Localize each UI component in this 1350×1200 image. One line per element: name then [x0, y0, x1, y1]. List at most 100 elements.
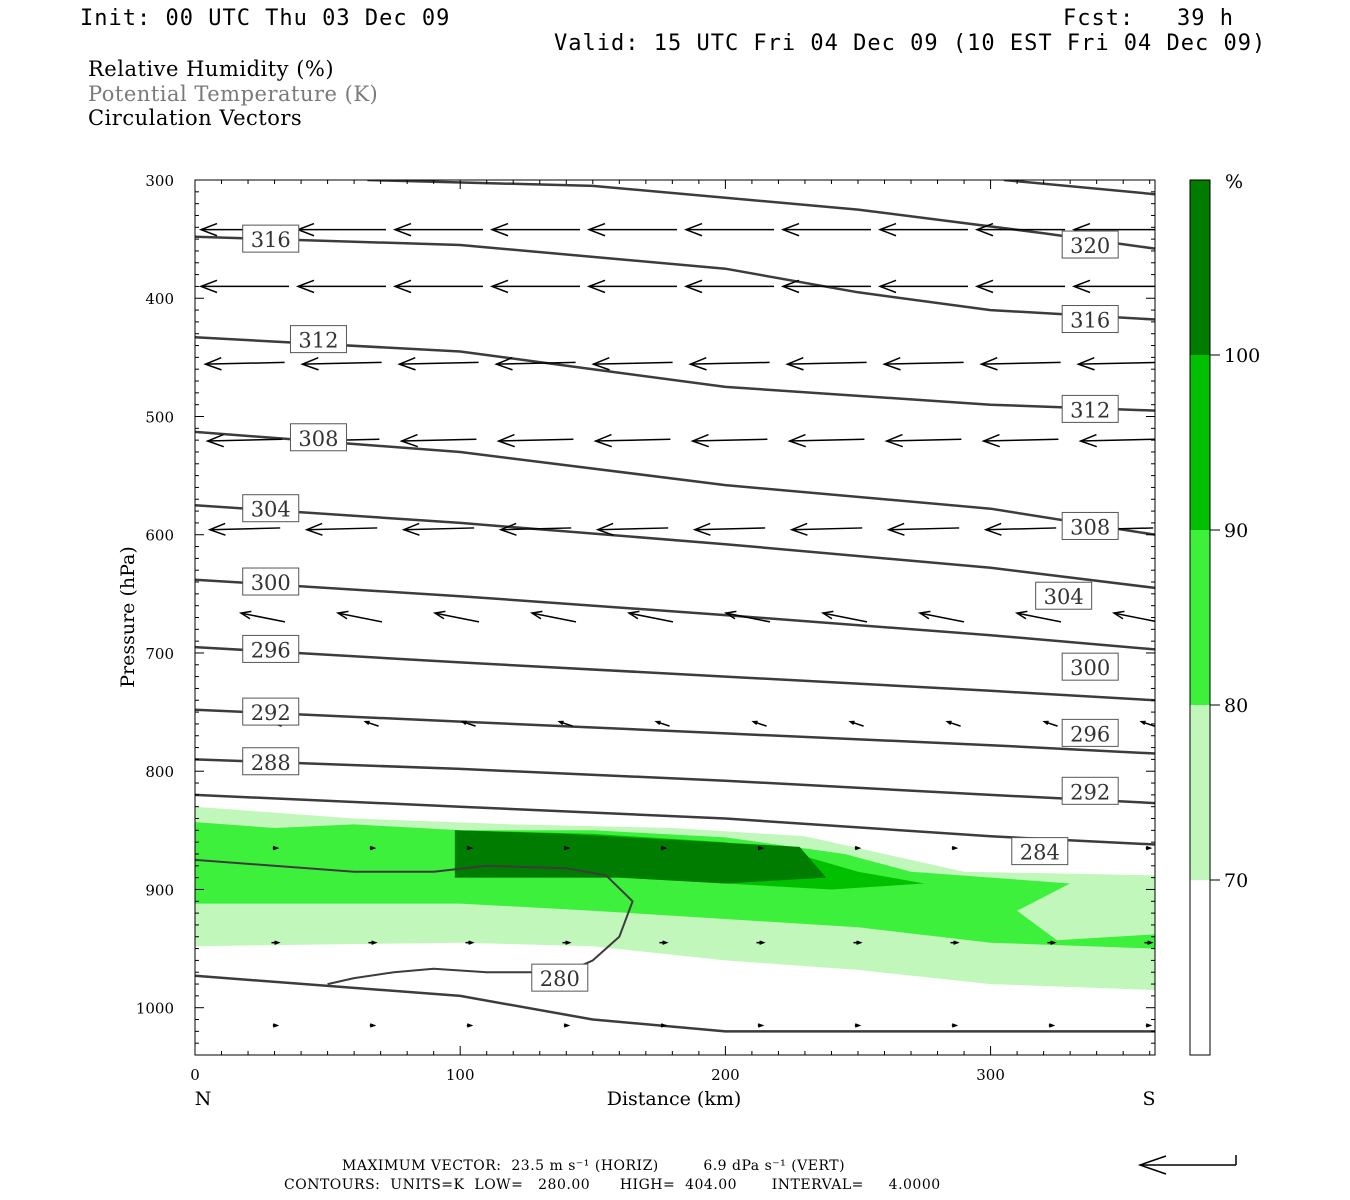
vector-r5-c6-head [820, 610, 834, 620]
theta-label-box [1061, 718, 1119, 747]
theta-label-box [242, 224, 300, 253]
vector-r4-c4 [597, 527, 669, 531]
vector-r5-c5-head [723, 610, 737, 620]
theta-label-box [531, 963, 589, 992]
vector-r6-c4 [656, 721, 670, 727]
vector-r3-c7-head [884, 433, 903, 448]
vector-r9-c9-head [1145, 1023, 1153, 1028]
colorbar-bin-100 [1190, 180, 1210, 355]
vector-r6-c4-head [654, 720, 661, 726]
valid-time: Valid: 15 UTC Fri 04 Dec 09 (10 EST Fri … [554, 31, 1267, 56]
colorbar-bin-90 [1190, 355, 1210, 530]
theta-label-box [1061, 776, 1119, 805]
vector-r7-c7-head [951, 845, 959, 851]
vector-r2-c3 [496, 361, 576, 365]
vector-r6-c1-head [363, 720, 370, 726]
theta-label: 304 [1044, 585, 1084, 609]
vector-r8-c3-head [565, 940, 572, 945]
vector-r9-c3-head [563, 1023, 571, 1028]
vector-r5-c3 [531, 612, 577, 623]
vector-r1-c9-head [1071, 279, 1091, 294]
vector-r7-c5-head [757, 845, 765, 851]
vector-r2-c6-head [785, 357, 804, 371]
vector-r0-c7-head [877, 222, 897, 237]
theta-label: 296 [251, 638, 291, 662]
colorbar-frame [1189, 179, 1211, 1056]
vector-r5-c4 [628, 612, 674, 623]
vector-r6-c2 [462, 721, 476, 727]
vector-r3-c4 [595, 438, 671, 442]
vector-r6-c8-head [1042, 720, 1049, 726]
vector-r5-c8-head [1014, 610, 1028, 620]
vector-r6-c5 [753, 721, 767, 727]
field-theta-title: Potential Temperature (K) [88, 82, 379, 106]
colorbar-bin-below [1190, 880, 1210, 1055]
vector-r4-c7-head [886, 522, 905, 536]
rh-region-80 [195, 822, 1155, 949]
vector-r4-c5 [694, 527, 766, 531]
theta-label: 304 [251, 498, 291, 522]
vector-r2-c4-head [591, 357, 610, 371]
vector-r3-c0-head [205, 433, 224, 448]
circulation-vector-layer [198, 222, 1155, 1028]
x-axis-title: Distance (km) [607, 1088, 742, 1110]
vector-r9-c7-head [951, 1023, 959, 1028]
theta-label: 296 [1070, 722, 1110, 746]
theta-label: 308 [1070, 515, 1110, 539]
vector-r1-c1-head [295, 279, 315, 294]
vector-r7-c6-head [854, 845, 862, 851]
y-axis-title: Pressure (hPa) [117, 546, 139, 688]
vector-r3-c3 [498, 438, 574, 442]
vector-r2-c1 [302, 361, 382, 365]
vector-r2-c7 [884, 361, 964, 365]
vector-r5-c3-head [529, 610, 543, 620]
vector-r5-c0 [240, 612, 286, 623]
vector-r2-c8-head [979, 357, 998, 371]
vector-r6-c8 [1044, 721, 1058, 727]
x-tick-label: 200 [711, 1066, 740, 1084]
theta-label-box [242, 494, 300, 523]
vector-r6-c3-head [557, 720, 564, 726]
vector-r4-c8 [985, 527, 1057, 531]
vector-r0-c5-head [683, 222, 703, 237]
reference-vector-icon [1137, 1155, 1237, 1175]
theta-label-box [289, 423, 347, 452]
field-rh-title: Relative Humidity (%) [88, 57, 335, 81]
vector-r4-c8-head [983, 522, 1002, 536]
theta-label-box [242, 634, 300, 663]
vector-r7-c3-head [563, 845, 571, 851]
vector-r2-c0-head [203, 357, 222, 371]
vector-r7-c2-head [466, 845, 474, 851]
vector-r7-c4-head [660, 845, 668, 851]
vector-r3-c5 [692, 438, 768, 442]
ref-vector-head [1137, 1155, 1167, 1175]
vector-r3-c9-head [1078, 433, 1097, 448]
vector-r8-c0-head [274, 940, 281, 945]
theta-label-box [289, 325, 347, 354]
colorbar-bin-70 [1190, 705, 1210, 880]
theta-label-box [1061, 652, 1119, 681]
vector-r8-c8-head [1050, 940, 1057, 945]
vector-r4-c1-head [304, 522, 323, 536]
vector-r3-c7 [886, 438, 962, 442]
theta-contour-280 [195, 974, 1155, 1033]
theta-label-box [242, 697, 300, 726]
vector-r2-c5-head [688, 357, 707, 371]
theta-contour-304 [195, 503, 1155, 590]
vector-r3-c3-head [496, 433, 515, 448]
x-left-end-label: N [195, 1088, 212, 1110]
theta-label-box [1061, 511, 1119, 540]
vector-r6-c6-head [848, 720, 855, 726]
theta-contour-296 [195, 645, 1155, 702]
vector-r9-c0-head [272, 1023, 280, 1028]
y-tick-label: 800 [145, 763, 174, 781]
vector-r5-c7 [919, 612, 965, 623]
vector-r1-c7-head [877, 279, 897, 294]
vector-r5-c2-head [432, 610, 446, 620]
vector-r6-c5-head [751, 720, 758, 726]
vector-r4-c2-head [401, 522, 420, 536]
vector-r4-c6 [791, 527, 863, 531]
vector-r5-c5 [725, 612, 771, 623]
vector-r3-c2-head [399, 433, 418, 448]
vector-r6-c9-head [1139, 720, 1146, 726]
